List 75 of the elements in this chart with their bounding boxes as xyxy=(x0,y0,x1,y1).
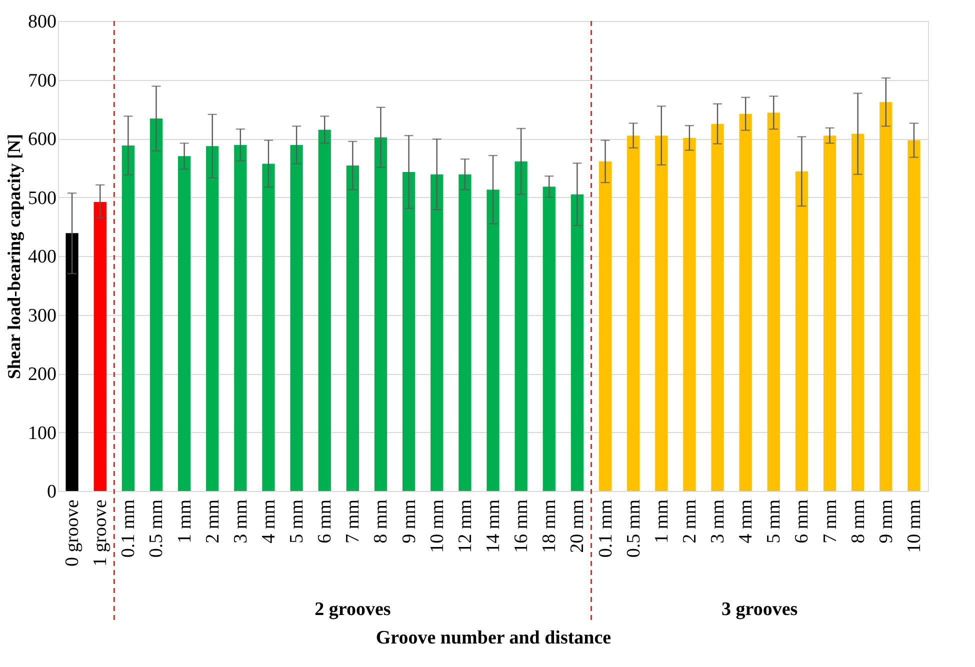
x-tick-label: 16 mm xyxy=(511,499,532,553)
x-tick-label: 0 groove xyxy=(62,500,84,567)
bar xyxy=(598,161,612,491)
x-tick-label: 1 mm xyxy=(174,499,196,544)
y-tick-label: 600 xyxy=(28,129,56,150)
x-tick-label: 18 mm xyxy=(539,499,560,553)
bar xyxy=(795,171,808,491)
x-tick-label: 10 mm xyxy=(904,499,925,553)
y-tick-label: 800 xyxy=(28,12,56,32)
bar xyxy=(122,146,134,491)
x-tick-label: 3 mm xyxy=(708,499,729,544)
bar xyxy=(514,161,528,491)
x-tick-label: 0.5 mm xyxy=(146,499,168,558)
bar xyxy=(234,144,247,491)
text: 2 grooves xyxy=(314,599,391,620)
x-tick-label: 6 mm xyxy=(792,499,813,544)
x-tick-label: 0.1 mm xyxy=(118,499,140,558)
x-tick-label: 2 mm xyxy=(202,499,224,544)
x-axis-title: Groove number and distance xyxy=(376,628,612,649)
y-tick-label: 300 xyxy=(28,305,56,326)
y-tick-label: 200 xyxy=(28,364,56,385)
bar xyxy=(66,233,78,491)
bar xyxy=(908,140,920,491)
bar xyxy=(318,130,331,491)
x-tick-label: 20 mm xyxy=(567,499,588,553)
y-tick-label: 400 xyxy=(28,246,56,268)
y-tick-label: 0 xyxy=(47,482,56,502)
bar xyxy=(486,190,500,491)
x-tick-label: 8 mm xyxy=(370,499,392,544)
bar xyxy=(767,112,780,491)
y-axis-title: Shear load-bearing capacity [N] xyxy=(4,134,24,380)
x-tick-label: 7 mm xyxy=(820,499,841,544)
bar xyxy=(178,156,191,491)
bar xyxy=(430,174,444,491)
x-tick-label: 3 mm xyxy=(230,499,252,544)
x-tick-label: 5 mm xyxy=(286,499,308,544)
y-tick-label: 700 xyxy=(28,70,56,92)
text: 3 grooves xyxy=(722,599,798,620)
bar xyxy=(290,144,303,491)
x-tick-label: 14 mm xyxy=(483,499,504,553)
bar xyxy=(655,136,668,491)
bar xyxy=(711,124,724,491)
x-tick-label: 4 mm xyxy=(736,499,757,544)
x-tick-label: 9 mm xyxy=(398,499,420,544)
bar xyxy=(880,102,892,491)
x-tick-label: 0.5 mm xyxy=(623,499,644,558)
x-tick-label: 10 mm xyxy=(426,499,448,553)
bar xyxy=(627,136,640,491)
bar xyxy=(852,134,864,491)
x-tick-label: 12 mm xyxy=(454,499,476,553)
x-tick-label: 0.1 mm xyxy=(595,499,616,558)
bar xyxy=(206,146,219,491)
bar xyxy=(683,138,696,491)
x-tick-label: 1 mm xyxy=(651,499,672,544)
x-tick-label: 5 mm xyxy=(764,499,785,544)
bar xyxy=(458,174,472,491)
x-tick-label: 7 mm xyxy=(342,499,364,544)
bar xyxy=(570,194,584,491)
x-tick-label: 6 mm xyxy=(314,499,336,544)
x-tick-label: 9 mm xyxy=(876,499,897,544)
bar xyxy=(374,137,388,491)
y-tick-label: 100 xyxy=(28,422,56,444)
bar xyxy=(739,114,752,491)
x-tick-label: 4 mm xyxy=(258,499,280,544)
bar xyxy=(346,166,359,491)
bar xyxy=(823,136,836,491)
y-tick-label: 500 xyxy=(28,188,56,209)
bar xyxy=(262,164,275,491)
x-tick-label: 8 mm xyxy=(848,499,869,544)
bar xyxy=(150,118,163,491)
bar xyxy=(402,172,416,491)
x-tick-label: 2 mm xyxy=(679,499,700,544)
x-tick-label: 1 groove xyxy=(90,500,112,567)
bar xyxy=(94,202,106,491)
bar xyxy=(542,186,556,491)
